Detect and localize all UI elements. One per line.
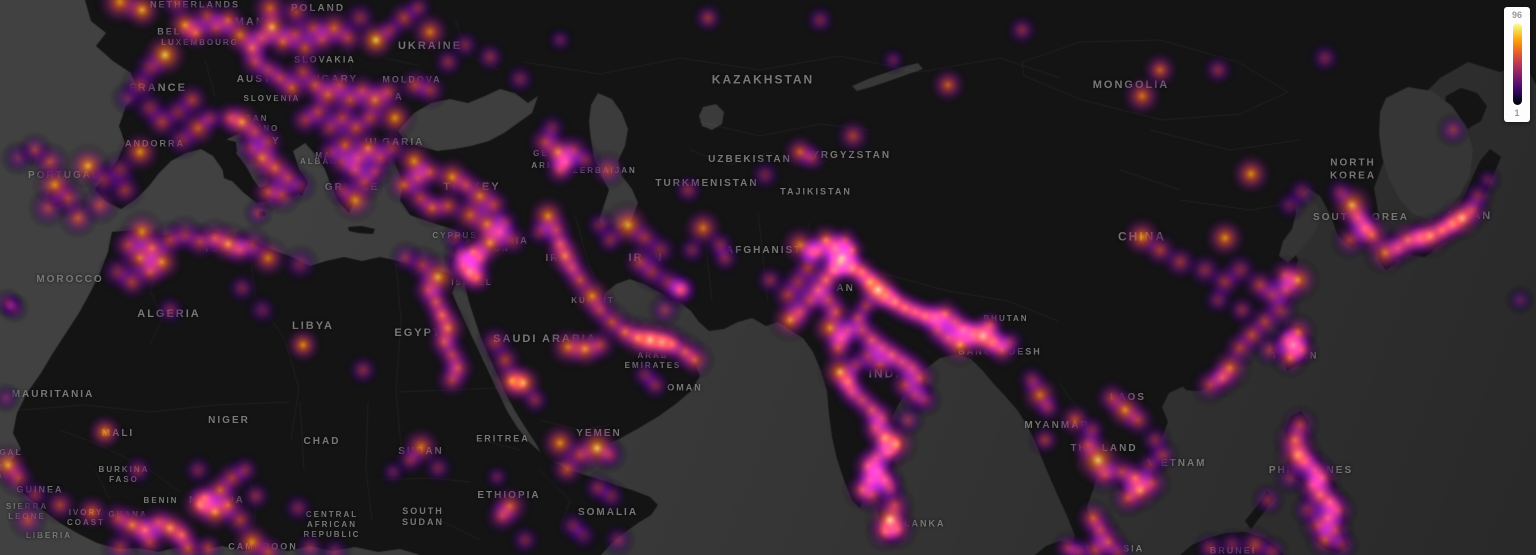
color-legend[interactable]: 96 1 (1504, 7, 1530, 122)
legend-color-bar (1512, 23, 1522, 105)
legend-max-label: 96 (1511, 10, 1522, 20)
legend-min-label: 1 (1514, 108, 1520, 118)
